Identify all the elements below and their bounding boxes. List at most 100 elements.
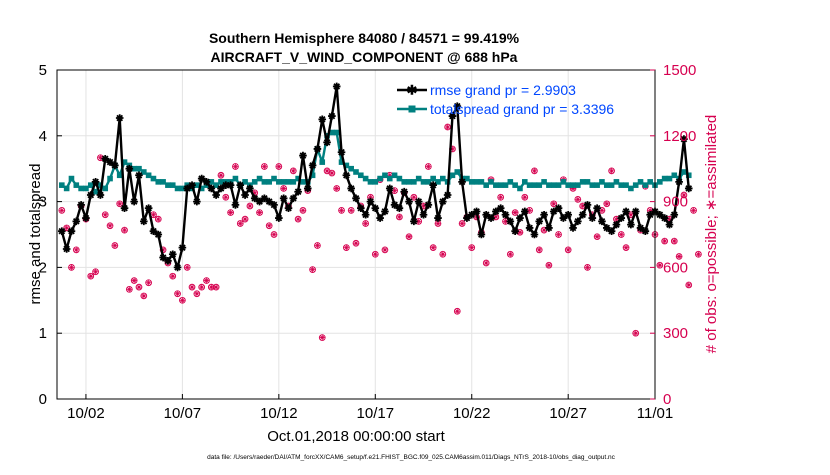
- totalspread-point: [618, 182, 625, 188]
- obs-count-point: [338, 207, 345, 214]
- rmse-point: [178, 243, 187, 252]
- totalspread-point: [637, 179, 644, 185]
- obs-count-point: [675, 253, 683, 260]
- rmse-point: [516, 214, 524, 222]
- y-tick-right-label: 300: [663, 325, 688, 342]
- rmse-point: [535, 217, 544, 226]
- totalspread-point: [372, 179, 379, 185]
- totalspread-point: [251, 179, 258, 185]
- legend-spread-label: totalspread grand pr = 3.3396: [430, 101, 614, 117]
- obs-count-point: [174, 290, 181, 298]
- obs-count-point: [362, 220, 369, 227]
- obs-count-point: [130, 277, 138, 284]
- obs-count-point: [212, 283, 220, 291]
- totalspread-point: [521, 179, 528, 185]
- obs-count-point: [511, 209, 519, 216]
- rmse-point: [120, 204, 129, 212]
- totalspread-point: [483, 182, 490, 188]
- totalspread-point: [169, 182, 176, 188]
- rmse-point: [260, 194, 269, 203]
- rmse-point: [448, 112, 457, 120]
- totalspread-point: [493, 182, 499, 188]
- obs-count-point: [531, 167, 538, 175]
- rmse-point: [564, 210, 572, 219]
- totalspread-point: [353, 169, 359, 175]
- rmse-point: [400, 187, 409, 196]
- rmse-point: [419, 210, 428, 219]
- obs-count-point: [396, 213, 403, 221]
- obs-count-point: [453, 307, 461, 315]
- obs-count-point: [574, 196, 582, 203]
- obs-count-point: [116, 200, 124, 208]
- rmse-point: [140, 217, 148, 226]
- rmse-point: [62, 245, 71, 253]
- rmse-point: [588, 214, 597, 222]
- x-axis: 10/02 10/07 10/12 10/17 10/22 10/27 11/01: [67, 394, 673, 422]
- totalspread-point: [594, 182, 600, 188]
- rmse-point: [342, 171, 351, 180]
- rmse-series: [58, 82, 693, 272]
- obs-count-point: [593, 233, 601, 241]
- plot-frame: [56, 69, 656, 400]
- x-tick-label: 10/22: [453, 405, 491, 422]
- rmse-point: [376, 214, 384, 222]
- totalspread-point: [78, 185, 84, 192]
- totalspread-point: [218, 179, 224, 185]
- totalspread-point: [59, 182, 65, 188]
- obs-count-point: [72, 246, 80, 254]
- totalspread-point: [208, 179, 215, 185]
- totalspread-point: [531, 182, 538, 188]
- obs-count-point: [526, 207, 533, 214]
- totalspread-point: [179, 185, 186, 192]
- totalspread-point: [63, 185, 70, 192]
- rmse-point: [144, 204, 153, 212]
- totalspread-point: [367, 179, 374, 185]
- totalspread-point: [319, 159, 326, 165]
- rmse-point: [405, 197, 413, 206]
- obs-count-point: [261, 163, 268, 170]
- rmse-point: [636, 224, 645, 232]
- totalspread-point: [165, 182, 171, 188]
- obs-count-point: [203, 277, 210, 284]
- obs-count-point: [87, 272, 95, 280]
- totalspread-point: [570, 182, 576, 188]
- rmse-point: [549, 207, 558, 216]
- rmse-point: [467, 210, 476, 219]
- rmse-point: [569, 224, 577, 232]
- obs-count-point: [564, 246, 572, 254]
- totalspread-point: [430, 175, 436, 182]
- rmse-point: [530, 230, 539, 239]
- rmse-point: [337, 148, 346, 157]
- obs-count-point: [690, 207, 697, 214]
- obs-count-point: [289, 167, 297, 175]
- y-tick-left-label: 2: [39, 259, 47, 276]
- rmse-point: [381, 207, 389, 216]
- rmse-point: [193, 197, 201, 206]
- totalspread-point: [213, 182, 219, 188]
- obs-count-point: [179, 296, 186, 304]
- rmse-point: [289, 194, 298, 203]
- rmse-point: [429, 181, 437, 189]
- obs-count-point: [145, 279, 152, 287]
- totalspread-point: [560, 179, 567, 185]
- obs-count-point: [333, 185, 341, 192]
- rmse-point: [183, 184, 192, 193]
- obs-count-point: [193, 290, 201, 298]
- rmse-point: [574, 217, 582, 226]
- rmse-point: [439, 197, 447, 206]
- totalspread-point: [420, 179, 427, 185]
- rmse-point: [627, 220, 635, 229]
- obs-count-point: [429, 244, 437, 252]
- x-tick-label: 10/12: [260, 405, 298, 422]
- rmse-point: [385, 184, 394, 193]
- obs-count-point: [111, 242, 119, 249]
- obs-count-point: [550, 200, 558, 208]
- y-tick-right-label: 1200: [663, 128, 696, 145]
- totalspread-point: [131, 165, 137, 172]
- obs-count-point: [632, 329, 640, 337]
- rmse-point: [684, 184, 693, 193]
- x-tick-label: 10/07: [164, 405, 202, 422]
- totalspread-point: [116, 172, 123, 179]
- totalspread-point: [541, 179, 547, 185]
- rmse-point: [414, 197, 423, 206]
